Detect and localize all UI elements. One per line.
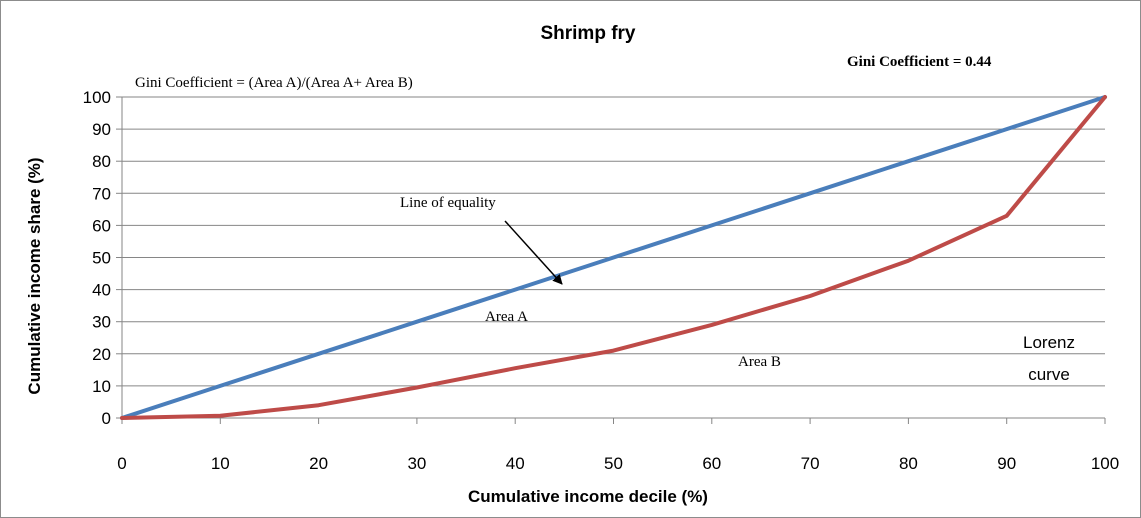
line-of-equality-point <box>513 288 517 292</box>
x-axis-title: Cumulative income decile (%) <box>468 487 708 506</box>
area-a-label: Area A <box>485 309 528 325</box>
line-of-equality-point <box>710 223 714 227</box>
x-tick-label: 50 <box>604 454 623 473</box>
y-tick-label: 20 <box>92 345 111 364</box>
x-tick-label: 100 <box>1091 454 1119 473</box>
x-axis-ticks: 0 10 20 30 40 50 60 70 80 90 100 <box>117 418 1119 473</box>
y-axis-ticks: 0 10 20 30 40 50 60 70 80 90 100 <box>83 88 122 428</box>
line-of-equality-point <box>415 320 419 324</box>
gridlines <box>122 96 1105 387</box>
gini-value-annotation: Gini Coefficient = 0.44 <box>847 54 992 70</box>
lorenz-curve-point <box>710 323 714 327</box>
series-lines <box>120 95 1107 420</box>
lorenz-curve-point <box>1103 95 1107 99</box>
y-tick-label: 0 <box>102 409 111 428</box>
lorenz-curve-point <box>808 294 812 298</box>
lorenz-curve-point <box>317 403 321 407</box>
x-tick-label: 70 <box>801 454 820 473</box>
y-tick-label: 80 <box>92 152 111 171</box>
lorenz-curve-point <box>120 416 124 420</box>
gini-formula-annotation: Gini Coefficient = (Area A)/(Area A+ Are… <box>135 75 413 91</box>
y-tick-label: 60 <box>92 216 111 235</box>
line-of-equality-point <box>218 384 222 388</box>
y-tick-label: 40 <box>92 281 111 300</box>
lorenz-curve-point <box>415 386 419 390</box>
line-of-equality-point <box>808 191 812 195</box>
lorenz-curve-point <box>906 259 910 263</box>
area-b-label: Area B <box>738 354 781 370</box>
x-tick-label: 90 <box>997 454 1016 473</box>
x-tick-label: 0 <box>117 454 126 473</box>
x-tick-label: 40 <box>506 454 525 473</box>
y-tick-label: 10 <box>92 377 111 396</box>
x-tick-label: 60 <box>702 454 721 473</box>
lorenz-curve-label-line2: curve <box>1028 365 1070 384</box>
lorenz-curve-point <box>513 366 517 370</box>
line-of-equality-point <box>906 159 910 163</box>
line-of-equality-arrow <box>504 220 563 285</box>
x-tick-label: 80 <box>899 454 918 473</box>
x-tick-label: 30 <box>407 454 426 473</box>
y-axis-title: Cumulative income share (%) <box>25 157 44 394</box>
lorenz-curve-point <box>218 414 222 418</box>
y-tick-label: 50 <box>92 249 111 268</box>
y-tick-label: 70 <box>92 184 111 203</box>
line-of-equality-label: Line of equality <box>400 195 496 211</box>
y-tick-label: 100 <box>83 88 111 107</box>
lorenz-curve-label-line1: Lorenz <box>1023 333 1075 352</box>
x-tick-label: 20 <box>309 454 328 473</box>
y-tick-label: 30 <box>92 313 111 332</box>
line-of-equality-point <box>317 352 321 356</box>
y-tick-label: 90 <box>92 120 111 139</box>
lorenz-curve-point <box>1005 214 1009 218</box>
lorenz-curve-point <box>612 349 615 353</box>
line-of-equality-point <box>612 256 615 259</box>
line-of-equality-point <box>1005 127 1009 131</box>
x-tick-label: 10 <box>211 454 230 473</box>
chart-title: Shrimp fry <box>540 23 635 44</box>
